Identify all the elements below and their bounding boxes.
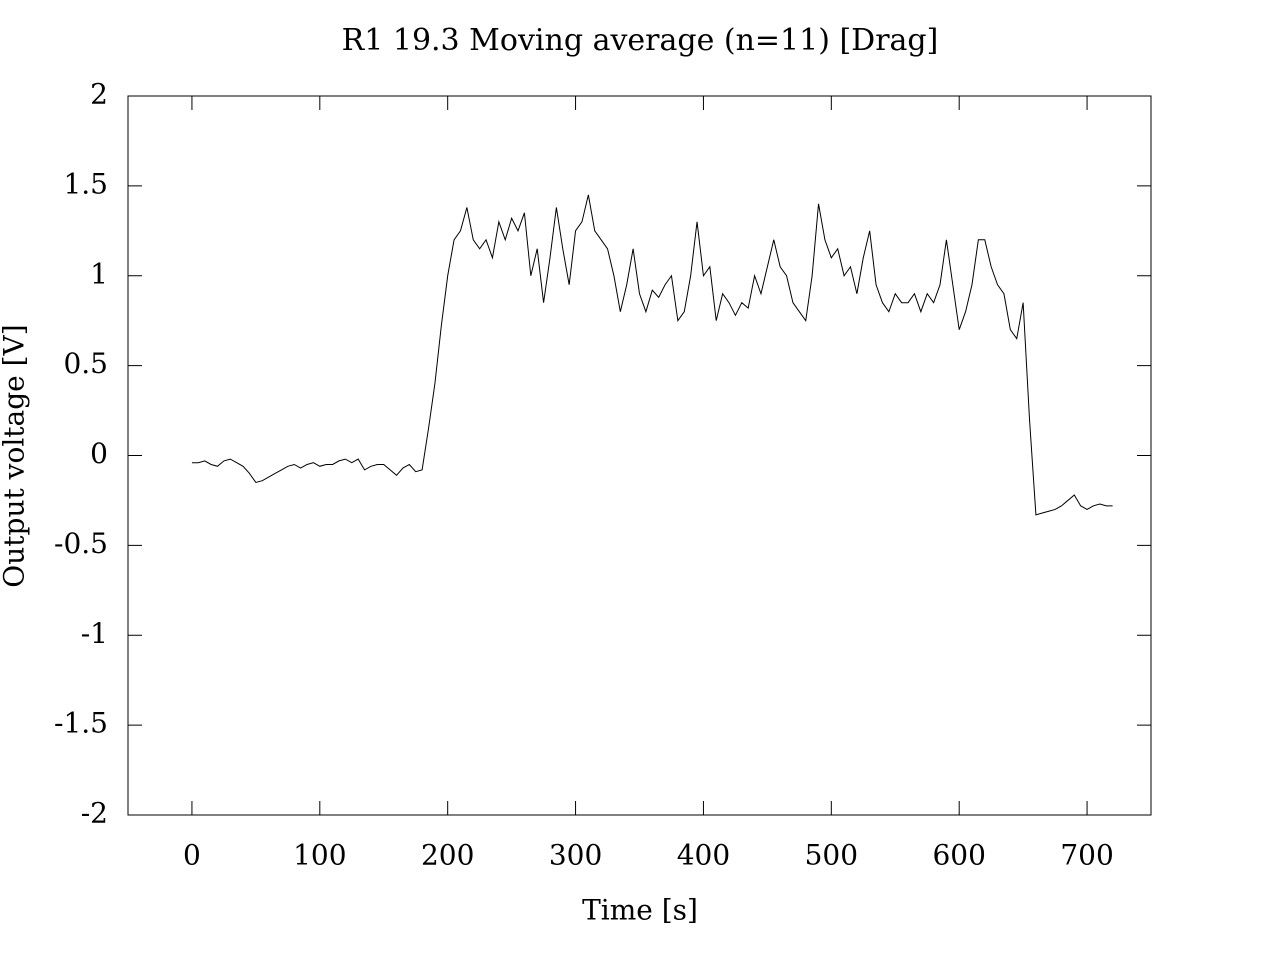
y-tick-label: -2 xyxy=(81,797,108,830)
data-line xyxy=(191,194,1113,516)
x-axis-label: Time [s] xyxy=(582,894,698,927)
x-tick-label: 0 xyxy=(183,839,201,872)
x-tick-label: 400 xyxy=(677,839,730,872)
y-tick-label: 2 xyxy=(90,78,108,111)
x-tick-label: 200 xyxy=(421,839,474,872)
chart-title: R1 19.3 Moving average (n=11) [Drag] xyxy=(342,23,939,58)
x-tick-label: 100 xyxy=(293,839,346,872)
x-tick-label: 300 xyxy=(549,839,602,872)
y-tick-label: -0.5 xyxy=(54,527,108,560)
x-tick-label: 500 xyxy=(805,839,858,872)
x-tick-label: 600 xyxy=(932,839,985,872)
plot-frame xyxy=(127,95,1152,816)
y-tick-label: 1.5 xyxy=(63,167,108,200)
x-tick-label: 700 xyxy=(1060,839,1113,872)
y-tick-label: 0 xyxy=(90,437,108,470)
y-tick-label: 0.5 xyxy=(63,347,108,380)
y-tick-label: -1.5 xyxy=(54,707,108,740)
y-axis-label: Output voltage [V] xyxy=(0,324,31,587)
y-tick-label: 1 xyxy=(90,257,108,290)
y-tick-label: -1 xyxy=(81,617,108,650)
